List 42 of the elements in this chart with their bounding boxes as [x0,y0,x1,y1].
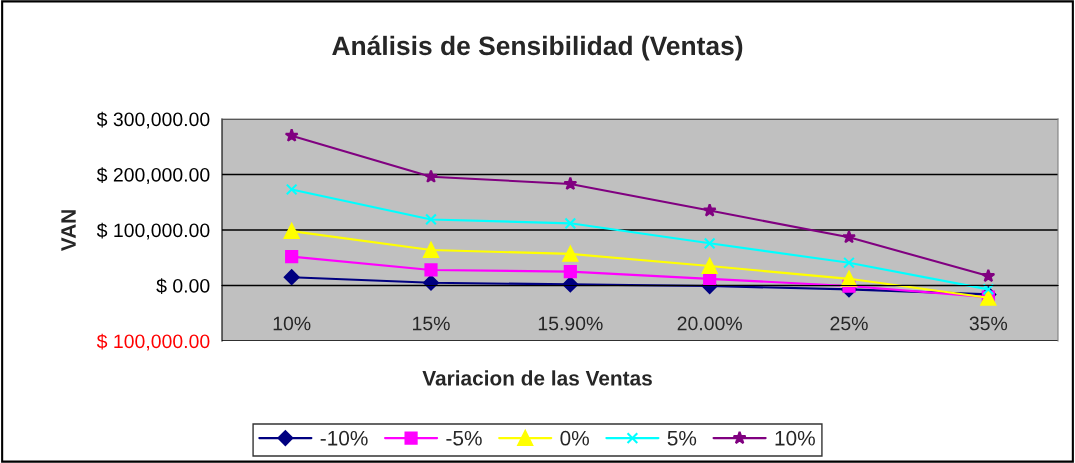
x-tick-label: 20.00% [677,316,742,331]
point [285,183,298,196]
point [284,128,299,142]
point [424,263,438,277]
point [843,256,855,269]
y-tick-label: $ 100,000.00 [96,222,210,240]
point [424,169,438,183]
x-tick-label: 15% [413,316,450,331]
x-axis-title: Variacion de las Ventas [422,370,652,386]
point [283,223,300,240]
y-tick-label: $ 0.00 [156,278,210,294]
point [283,269,300,286]
x-tick-label: 25% [830,316,868,331]
legend-label: -10% [320,430,368,446]
y-tick-label: $ 100,000.00 [96,333,210,351]
point [841,270,857,287]
point [564,217,577,230]
x-tick-label: 35% [969,316,1008,331]
point [563,265,577,279]
point [981,268,996,283]
point [423,242,439,258]
point [842,229,856,244]
point [563,176,578,191]
point [702,203,717,217]
point [982,283,995,296]
point [423,274,439,291]
point [562,276,579,293]
y-tick-label: $ 300,000.00 [96,111,210,129]
x-tick-label: 10% [273,316,311,331]
point [562,245,579,262]
point [425,213,437,226]
legend-label: 10% [775,430,815,446]
point [701,258,718,275]
point [703,237,716,250]
legend-label: -5% [446,430,482,446]
legend-label: 5% [667,430,697,446]
legend-label: 0% [560,430,589,446]
chart-title: Análisis de Sensibilidad (Ventas) [332,35,743,61]
y-axis-title: VAN [61,210,76,252]
x-tick-label: 15.90% [538,316,603,331]
y-tick-label: $ 200,000.00 [96,167,210,185]
point [285,250,299,264]
